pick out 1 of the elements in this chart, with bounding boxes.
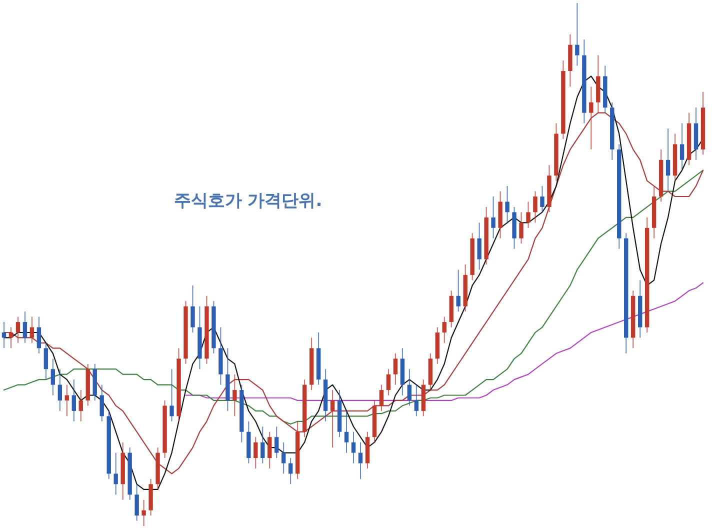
title: 주식호가 가격단위. bbox=[174, 191, 322, 211]
